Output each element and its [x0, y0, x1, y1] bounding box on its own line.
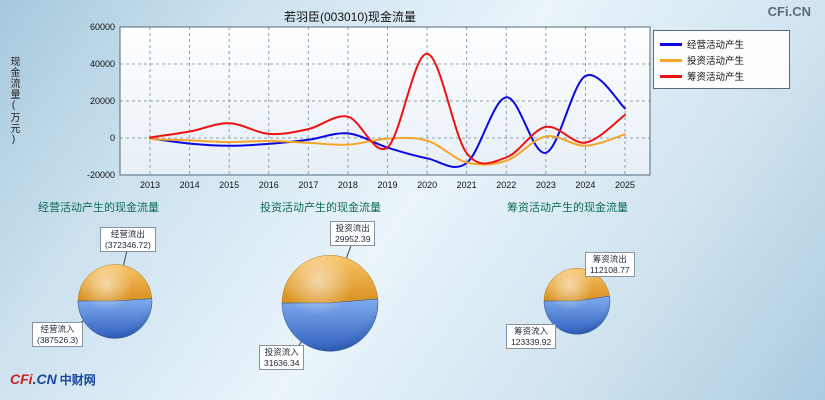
pie-financing: 筹资流出 112108.77 筹资流入 123339.92: [490, 222, 720, 362]
cfi-logo-cfi: CFi: [10, 371, 33, 387]
y-tick-label: 60000: [90, 22, 115, 32]
legend-label-operating: 经营活动产生: [687, 40, 745, 51]
pie-investing-chart: [281, 231, 379, 357]
x-tick-label: 2020: [417, 180, 437, 190]
pie-label-financing-out-name: 筹资流出: [592, 254, 627, 264]
pie-label-operating-in: 经营流入 (387526.3): [32, 322, 84, 348]
pie-investing: 投资流出 29952.39 投资流入 31636.34: [235, 212, 445, 387]
line-chart-plot: -20000 0 20000 40000 60000 2013 2014 2015 2016 20…: [87, 22, 651, 190]
line-series-2: [149, 52, 626, 165]
x-tick-label: 2013: [140, 180, 160, 190]
cfi-logo-cn: .CN: [32, 371, 57, 387]
line-series-1: [149, 133, 626, 166]
y-axis-title: 现金流量(万元): [8, 56, 19, 146]
x-tick-label: 2019: [377, 180, 397, 190]
x-tick-label: 2016: [259, 180, 279, 190]
pie-gloss: [544, 268, 610, 334]
x-tick-label: 2015: [219, 180, 239, 190]
pie-gloss: [282, 255, 378, 351]
y-tick-label: 20000: [90, 96, 115, 106]
x-tick-label: 2021: [457, 180, 477, 190]
legend-swatch-investing: [660, 58, 682, 62]
pie-label-financing-out-value: 112108.77: [590, 264, 630, 275]
y-tick-label: 40000: [90, 59, 115, 69]
pie-label-operating-out-name: 经营流出: [110, 229, 145, 239]
pie-label-operating-out: 经营流出 (372346.72): [100, 227, 156, 253]
cfi-logo-site: 中财网: [59, 373, 96, 387]
pie-title-operating: 经营活动产生的现金流量: [38, 202, 159, 214]
chart-legend: 经营活动产生 投资活动产生 筹资活动产生: [653, 30, 790, 89]
y-tick-label: -20000: [87, 170, 115, 180]
pie-label-investing-in-name: 投资流入: [264, 347, 299, 357]
line-chart-title: 若羽臣(003010)现金流量: [283, 10, 417, 24]
legend-swatch-financing: [660, 74, 682, 78]
pie-operating: 经营流出 (372346.72) 经营流入 (387526.3): [20, 220, 220, 390]
legend-label-financing: 筹资活动产生: [687, 72, 745, 83]
pie-label-financing-in-name: 筹资流入: [514, 326, 549, 336]
pie-label-financing-in: 筹资流入 123339.92: [506, 324, 557, 350]
pie-gloss: [78, 264, 152, 338]
pie-financing-chart: [541, 262, 614, 336]
pie-label-financing-out: 筹资流出 112108.77: [585, 252, 635, 278]
cfi-watermark: CFi.CN: [767, 4, 811, 19]
pie-label-investing-in: 投资流入 31636.34: [259, 345, 305, 371]
legend-item-operating: 经营活动产生: [660, 36, 783, 52]
legend-item-financing: 筹资活动产生: [660, 68, 783, 84]
pie-label-financing-in-value: 123339.92: [511, 336, 552, 347]
pie-label-operating-in-value: (387526.3): [37, 334, 79, 345]
pie-label-investing-in-value: 31636.34: [264, 357, 300, 368]
pie-title-financing: 筹资活动产生的现金流量: [507, 202, 628, 214]
x-tick-label: 2018: [338, 180, 358, 190]
x-tick-label: 2022: [496, 180, 516, 190]
pie-operating-chart: [63, 237, 153, 339]
x-tick-label: 2023: [536, 180, 556, 190]
legend-swatch-operating: [660, 42, 682, 46]
legend-item-investing: 投资活动产生: [660, 52, 783, 68]
legend-label-investing: 投资活动产生: [687, 56, 745, 67]
plot-border: [119, 26, 651, 176]
pie-title-investing: 投资活动产生的现金流量: [260, 202, 381, 214]
pie-label-investing-out-name: 投资流出: [335, 223, 370, 233]
x-tick-label: 2014: [180, 180, 200, 190]
x-tick-label: 2024: [575, 180, 595, 190]
pie-label-operating-out-value: (372346.72): [105, 239, 151, 250]
y-tick-label: 0: [110, 133, 115, 143]
x-tick-label: 2025: [615, 180, 635, 190]
cfi-logo: CFi.CN 中财网: [10, 371, 96, 389]
pie-label-investing-out: 投资流出 29952.39: [330, 221, 376, 247]
x-tick-label: 2017: [298, 180, 318, 190]
line-series-0: [149, 74, 626, 168]
pie-label-operating-in-name: 经营流入: [40, 324, 75, 334]
pie-label-investing-out-value: 29952.39: [335, 233, 371, 244]
